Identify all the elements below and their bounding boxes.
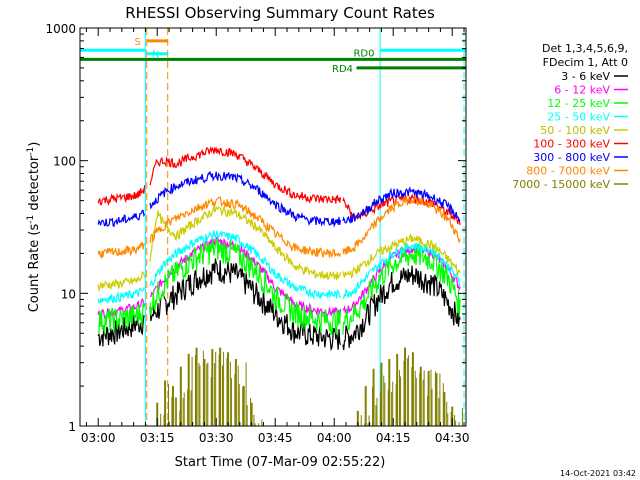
series-3-6-kev-line xyxy=(97,258,461,352)
y-tick-label-4: 1000 xyxy=(45,22,76,36)
x-tick-label-5: 04:00 xyxy=(317,431,352,445)
x-tick-label-7: 04:30 xyxy=(435,431,470,445)
legend-label-8: 800 - 7000 keV xyxy=(526,165,610,178)
marker-rd4-label: RD4 xyxy=(332,64,353,75)
y-axis-label-exp2: -1 xyxy=(26,147,36,156)
y-axis-label-mid: detector xyxy=(27,155,42,215)
y-tick-label-2: 10 xyxy=(61,287,76,301)
legend-label-4: 25 - 50 keV xyxy=(547,111,610,124)
x-tick-label-6: 04:15 xyxy=(376,431,411,445)
y-axis-label-exp1: -1 xyxy=(26,215,36,224)
x-axis-label: Start Time (07-Mar-09 02:55:22) xyxy=(175,455,386,470)
y-axis-label-main: Count Rate (s xyxy=(27,224,42,313)
marker-rd0-label: RD0 xyxy=(353,48,374,59)
y-tick-label-3: 100 xyxy=(53,155,76,169)
y-tick-label-1: 1 xyxy=(68,420,76,434)
legend-label-2: 6 - 12 keV xyxy=(554,84,610,97)
marker-n-label: N xyxy=(152,50,159,61)
x-tick-label-2: 03:15 xyxy=(140,431,175,445)
series-layer xyxy=(97,146,463,426)
axes-layer: 1 10 100 1000 03:00 03:15 03:30 03:45 04:00 04:15… xyxy=(45,22,469,445)
legend-label-6: 100 - 300 keV xyxy=(533,138,610,151)
legend-label-7: 300 - 800 keV xyxy=(533,151,610,164)
series-50-100-kev-line xyxy=(97,206,461,293)
legend-label-5: 50 - 100 keV xyxy=(540,124,610,137)
x-tick-label-1: 03:00 xyxy=(81,431,116,445)
series-12-25-kev-line xyxy=(97,238,461,336)
legend-label-9: 7000 - 15000 keV xyxy=(512,178,610,191)
plot-frame xyxy=(79,27,467,427)
legend-label-3: 12 - 25 keV xyxy=(547,97,610,110)
y-axis-label: Count Rate (s-1 detector-1) xyxy=(26,142,42,313)
y-axis-label-end: ) xyxy=(27,142,42,147)
marker-s-label: S xyxy=(135,37,141,48)
x-tick-label-4: 03:45 xyxy=(258,431,293,445)
legend-label-1: 3 - 6 keV xyxy=(561,70,610,83)
series-25-50-kev-line xyxy=(97,230,461,304)
legend-header-line-1: Det 1,3,4,5,6,9, xyxy=(542,42,628,55)
footer-date: 14-Oct-2021 03:42 xyxy=(560,469,636,478)
x-tick-label-3: 03:30 xyxy=(199,431,234,445)
chart-title: RHESSI Observing Summary Count Rates xyxy=(125,4,435,22)
legend-header-line-2: FDecim 1, Att 0 xyxy=(543,56,628,69)
series-800-7000-kev-line xyxy=(97,194,461,260)
series-300-800-kev-line xyxy=(97,170,461,228)
